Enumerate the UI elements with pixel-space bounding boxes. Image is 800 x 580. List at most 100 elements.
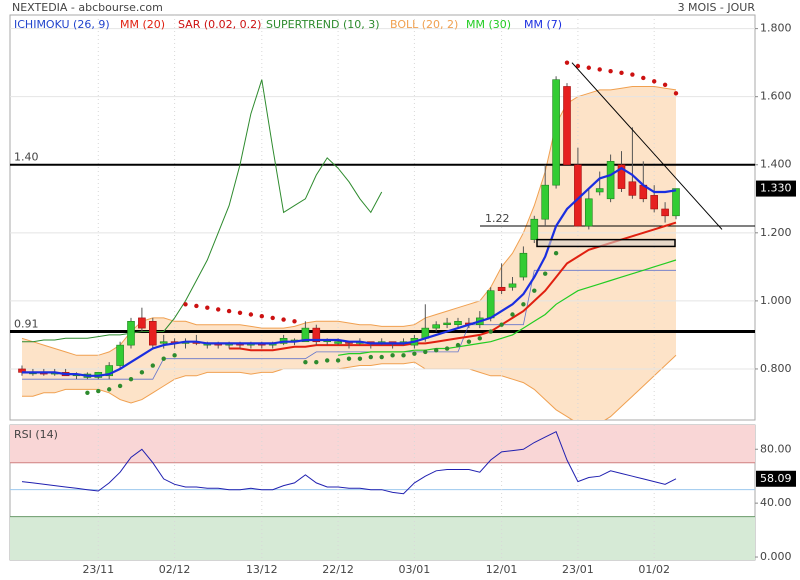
candle-body xyxy=(595,188,604,193)
sar-dot xyxy=(161,356,166,361)
legend-entry: MM (20) xyxy=(120,18,165,31)
sar-dot xyxy=(641,75,646,81)
sar-dot xyxy=(270,315,275,321)
x-tick-label: 02/12 xyxy=(159,563,191,576)
candle-body xyxy=(159,341,168,344)
x-tick-label: 03/01 xyxy=(399,563,431,576)
sar-dot xyxy=(532,288,537,293)
candle-body xyxy=(628,181,637,196)
overbought-zone xyxy=(10,425,755,463)
sar-dot xyxy=(117,383,123,389)
sar-dot xyxy=(586,65,591,70)
legend-entry: ICHIMOKU (26, 9) xyxy=(14,18,110,31)
sar-dot xyxy=(434,348,439,353)
sar-dot xyxy=(597,67,602,72)
candle-body xyxy=(138,317,146,329)
sar-dot xyxy=(652,79,657,84)
candle-body xyxy=(301,327,310,343)
x-tick-label: 22/12 xyxy=(322,563,354,576)
sar-dot xyxy=(510,312,515,317)
candle-body xyxy=(127,321,135,346)
sar-dot xyxy=(226,308,232,314)
sar-dot xyxy=(172,353,177,358)
mm7-line xyxy=(22,166,677,377)
candle-body xyxy=(530,218,539,240)
sar-dot xyxy=(335,358,341,363)
candle-body xyxy=(105,365,113,377)
sar-dot xyxy=(85,390,90,395)
legend-entry: BOLL (20, 2) xyxy=(390,18,458,31)
mm30-line xyxy=(338,259,677,356)
boll-lower xyxy=(22,354,677,420)
main-plot: 1.40 0.91 1.22 xyxy=(10,15,755,420)
last-rsi-label: 58.09 xyxy=(760,472,792,485)
candle-body xyxy=(672,188,680,217)
rsi-line xyxy=(21,431,677,495)
y-tick-label: 1.800 xyxy=(760,22,792,35)
sar-dot xyxy=(314,359,319,365)
last-rsi-tag xyxy=(756,470,796,487)
candle-body xyxy=(116,344,124,366)
x-tick-label: 01/02 xyxy=(638,563,670,576)
y-tick-label: 80.00 xyxy=(760,442,792,455)
candle-body xyxy=(650,195,659,210)
candle-body xyxy=(563,86,571,166)
candle-body xyxy=(432,324,441,329)
y-tick-label: 1.200 xyxy=(760,226,792,239)
oversold-zone xyxy=(10,516,755,560)
level-label: 0.91 xyxy=(14,318,39,331)
sar-dot xyxy=(292,319,297,324)
legend-entry: MM (30) xyxy=(466,18,511,31)
level-label: 1.22 xyxy=(485,212,510,225)
sar-dot xyxy=(390,353,395,358)
sar-dot xyxy=(499,322,504,327)
sar-dot xyxy=(521,302,526,307)
sar-dot xyxy=(455,342,461,348)
x-tick-label: 13/12 xyxy=(246,563,278,576)
sar-dot xyxy=(248,312,254,317)
trendline xyxy=(571,62,723,230)
sar-dot xyxy=(346,356,352,361)
sar-dot xyxy=(608,68,613,74)
x-tick-label: 23/11 xyxy=(82,563,114,576)
sar-dot xyxy=(401,353,406,358)
sar-dot xyxy=(444,346,450,351)
sar-dot xyxy=(357,356,363,361)
period: 3 MOIS - JOUR xyxy=(678,1,756,14)
sar-dot xyxy=(575,63,581,69)
candle-body xyxy=(149,321,157,346)
sar-dot xyxy=(662,82,668,87)
sar-dot xyxy=(553,251,559,256)
sar-dot xyxy=(630,72,635,77)
sar-dot xyxy=(216,307,221,312)
candle-body xyxy=(541,184,550,220)
sar-dot xyxy=(303,359,308,365)
y-tick-label: 40.00 xyxy=(760,496,792,509)
x-tick-label: 23/01 xyxy=(562,563,594,576)
sar-dot xyxy=(281,317,286,322)
sar-dot xyxy=(379,354,384,360)
candle-body xyxy=(312,327,321,343)
y-tick-label: 0.800 xyxy=(760,362,792,375)
candle-body xyxy=(454,321,462,326)
sar-dot xyxy=(564,60,570,65)
sar-dot xyxy=(205,305,210,310)
candle-body xyxy=(486,290,495,319)
sar-dot xyxy=(237,310,243,315)
sar-dot xyxy=(673,91,679,96)
sar-dot xyxy=(368,354,373,360)
x-tick-label: 12/01 xyxy=(486,563,518,576)
candle-body xyxy=(584,198,593,227)
last-price-tag xyxy=(756,180,796,197)
sar-dot xyxy=(128,376,134,382)
y-tick-label: 1.600 xyxy=(760,90,792,103)
y-tick-label: 0.000 xyxy=(760,550,792,563)
y-tick-label: 1.400 xyxy=(760,158,792,171)
legend-entry: MM (7) xyxy=(524,18,562,31)
boll-fill xyxy=(22,86,676,420)
rsi-plot xyxy=(10,425,755,560)
sar-dot xyxy=(423,349,428,355)
sar-dot xyxy=(107,387,112,392)
sar-dot xyxy=(259,313,264,319)
